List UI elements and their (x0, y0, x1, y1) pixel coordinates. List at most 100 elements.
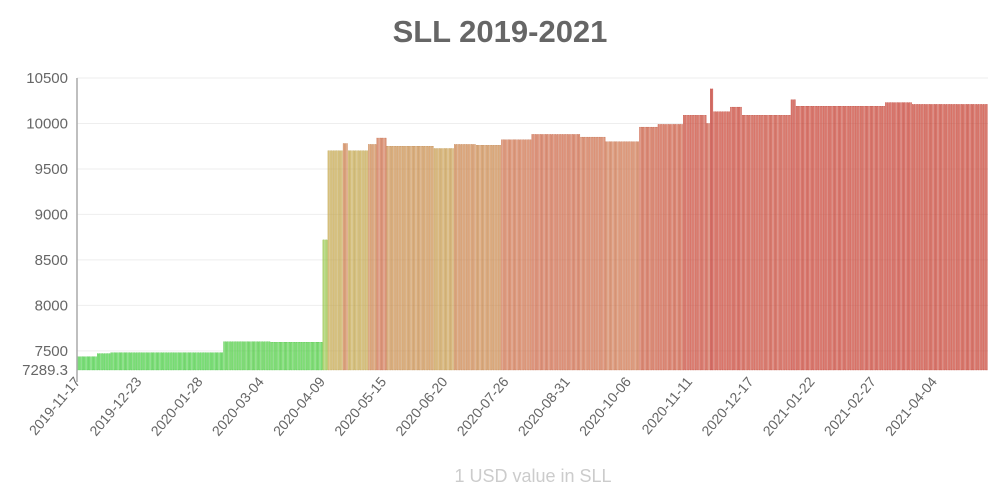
bar (553, 134, 555, 371)
bar (821, 106, 823, 371)
bar (201, 352, 203, 371)
bar (110, 352, 112, 371)
bar (696, 115, 698, 371)
bar (657, 124, 660, 371)
bar (502, 139, 505, 371)
bar (742, 115, 744, 371)
bar (704, 115, 707, 371)
bar (432, 146, 434, 371)
bar (132, 352, 134, 371)
bar (383, 137, 385, 371)
bar (433, 148, 436, 371)
bar (155, 352, 158, 371)
bar (752, 115, 754, 371)
bar (420, 146, 422, 371)
bar (442, 148, 444, 371)
bar (708, 123, 710, 371)
bar (775, 115, 778, 371)
bar (374, 144, 377, 371)
bar (295, 342, 298, 371)
y-tick-label: 9000 (35, 206, 68, 223)
bar (600, 136, 602, 371)
bar (802, 106, 805, 371)
bar (245, 341, 247, 371)
bar (289, 342, 291, 371)
bar (371, 144, 373, 371)
bar (912, 104, 914, 371)
bar (861, 106, 863, 371)
bar (834, 106, 836, 371)
bar (339, 150, 341, 371)
bar (154, 352, 156, 371)
x-tick-label: 2020-04-09 (270, 373, 328, 438)
bar (401, 146, 404, 371)
bar (922, 104, 924, 371)
bar (186, 352, 188, 371)
bar (474, 144, 476, 371)
bar (716, 111, 719, 371)
bar (86, 356, 89, 371)
bar (88, 356, 91, 371)
bar (423, 146, 426, 371)
bar (614, 141, 616, 371)
bar (891, 102, 894, 371)
bar (839, 106, 842, 371)
bar (602, 136, 604, 371)
bar (454, 144, 456, 371)
bar (917, 104, 919, 371)
bar (386, 146, 389, 371)
bar (152, 352, 155, 371)
bar (489, 145, 491, 371)
bar (427, 146, 429, 371)
bar (575, 134, 577, 371)
bar (644, 126, 646, 371)
bar (373, 144, 375, 371)
bar (767, 115, 769, 371)
bar (255, 341, 257, 371)
bar (176, 352, 178, 371)
bar (203, 352, 205, 371)
bar (120, 352, 123, 371)
bar (287, 342, 289, 371)
bar (438, 148, 441, 371)
bar (738, 106, 741, 371)
bar (964, 104, 966, 371)
bar (713, 111, 715, 371)
bar (465, 144, 468, 371)
bar (864, 106, 867, 371)
bar (140, 352, 143, 371)
bar (740, 106, 742, 371)
bar (725, 111, 727, 371)
bar (236, 341, 239, 371)
bar (745, 115, 747, 371)
bar (597, 136, 599, 371)
bar (416, 146, 419, 371)
bar (506, 139, 508, 371)
bar (396, 146, 399, 371)
bar (940, 104, 943, 371)
bar (807, 106, 810, 371)
bar (954, 104, 956, 371)
bar (933, 104, 936, 371)
bar (890, 102, 892, 371)
bar (285, 342, 288, 371)
bar (167, 352, 170, 371)
bar (334, 150, 336, 371)
bar (570, 134, 572, 371)
bar (181, 352, 183, 371)
bar (748, 115, 751, 371)
x-tick-label: 2020-12-17 (698, 373, 756, 438)
bar (642, 126, 645, 371)
bar (976, 104, 978, 371)
bar (913, 104, 916, 371)
bar (853, 106, 855, 371)
bar (632, 141, 634, 371)
bar (294, 342, 296, 371)
bar (312, 342, 314, 371)
bar (637, 141, 639, 371)
bar (332, 150, 335, 371)
bar (161, 352, 163, 371)
bar (945, 104, 948, 371)
bar (177, 352, 180, 371)
bar (464, 144, 466, 371)
